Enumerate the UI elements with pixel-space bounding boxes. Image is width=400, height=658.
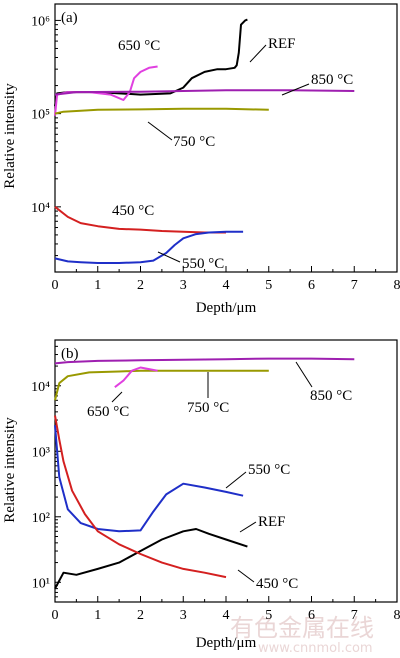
annot-b-450: 450 °C — [256, 576, 298, 592]
x-tick-label-a-2: 2 — [137, 278, 144, 293]
series-b-450-c — [54, 415, 227, 579]
annot-b-750: 750 °C — [187, 400, 229, 416]
panel-a-label: (a) — [61, 10, 78, 26]
annot-a-550: 550 °C — [182, 256, 224, 272]
x-tick-label-a-7: 7 — [351, 278, 358, 293]
watermark-url: www.cnnmol.com — [258, 641, 373, 656]
annot-a-650: 650 °C — [118, 38, 160, 54]
x-tick-label-b-6: 6 — [308, 608, 315, 623]
x-tick-label-a-1: 1 — [94, 278, 101, 293]
panel-b-label: (b) — [61, 346, 79, 362]
x-tick-label-a-3: 3 — [180, 278, 187, 293]
y-tick-label-b-2: 10³ — [32, 445, 50, 460]
x-tick-label-b-3: 3 — [180, 608, 187, 623]
y-tick-label-a-2: 10⁶ — [31, 14, 50, 29]
x-tick-label-a-5: 5 — [265, 278, 272, 293]
annot-a-850: 850 °C — [311, 72, 353, 88]
panel-a: (a) 0 1 2 3 4 5 6 7 8 10⁴ 10⁵ 10⁶ Depth/μm Relative… — [2, 3, 400, 316]
x-tick-label-b-2: 2 — [137, 608, 144, 623]
series-b-850-c — [54, 357, 355, 365]
panel-a-ylabel: Relative intensity — [2, 83, 18, 189]
panel-b-ticks: 0 1 2 3 4 5 6 7 8 10¹ 10² 10³ 10⁴ — [31, 339, 400, 623]
series-b-550-c — [54, 425, 244, 533]
annot-a-450: 450 °C — [112, 203, 154, 219]
annot-a-ref: REF — [268, 36, 296, 52]
x-tick-label-a-8: 8 — [394, 278, 400, 293]
panel-b-ylabel: Relative intensity — [2, 417, 18, 523]
leader-b-ref — [239, 521, 257, 533]
watermark-text: 有色金属在线 — [230, 614, 374, 642]
x-tick-label-b-0: 0 — [52, 608, 59, 623]
panel-b-frame — [54, 339, 398, 603]
x-tick-label-b-1: 1 — [94, 608, 101, 623]
panel-a-series — [54, 18, 355, 264]
annot-b-650: 650 °C — [87, 404, 129, 420]
annot-b-550: 550 °C — [248, 462, 290, 478]
leader-a-ref — [249, 44, 267, 63]
x-tick-label-a-0: 0 — [52, 278, 59, 293]
series-b-750-c — [54, 369, 269, 401]
annot-b-ref: REF — [258, 514, 286, 530]
annot-b-850: 850 °C — [310, 388, 352, 404]
panel-a-xlabel: Depth/μm — [196, 300, 257, 316]
series-a-750-c — [54, 107, 269, 115]
y-tick-label-a-1: 10⁵ — [31, 108, 50, 123]
y-tick-label-b-1: 10² — [32, 511, 50, 526]
leader-b-550 — [225, 471, 247, 489]
x-tick-label-a-4: 4 — [223, 278, 230, 293]
leader-b-450 — [237, 569, 255, 583]
leader-a-550 — [157, 251, 181, 263]
panel-b: (b) 0 1 2 3 4 5 6 7 8 10¹ 10² 10³ 10⁴ Depth/μm Relat… — [2, 339, 400, 651]
x-tick-label-b-7: 7 — [351, 608, 358, 623]
x-tick-label-b-4: 4 — [223, 608, 230, 623]
series-a-450-c — [54, 206, 226, 234]
leader-a-850 — [281, 83, 310, 96]
leader-a-750 — [147, 121, 173, 141]
series-a-ref — [54, 18, 248, 107]
leader-b-850 — [295, 361, 313, 388]
panel-b-xlabel: Depth/μm — [196, 635, 257, 651]
y-tick-label-b-3: 10⁴ — [31, 380, 50, 395]
y-tick-label-a-0: 10⁴ — [31, 201, 50, 216]
panel-a-ticks: 0 1 2 3 4 5 6 7 8 10⁴ 10⁵ 10⁶ — [31, 14, 400, 293]
x-tick-label-b-5: 5 — [265, 608, 272, 623]
series-b-ref — [54, 528, 248, 590]
panel-b-series — [54, 357, 355, 590]
x-tick-label-a-6: 6 — [308, 278, 315, 293]
series-a-550-c — [54, 230, 244, 264]
annot-a-750: 750 °C — [173, 134, 215, 150]
leader-b-650 — [111, 391, 123, 403]
series-b-650-c — [114, 366, 158, 388]
x-tick-label-b-8: 8 — [394, 608, 400, 623]
series-a-850-c — [54, 89, 355, 96]
y-tick-label-b-0: 10¹ — [32, 576, 50, 591]
